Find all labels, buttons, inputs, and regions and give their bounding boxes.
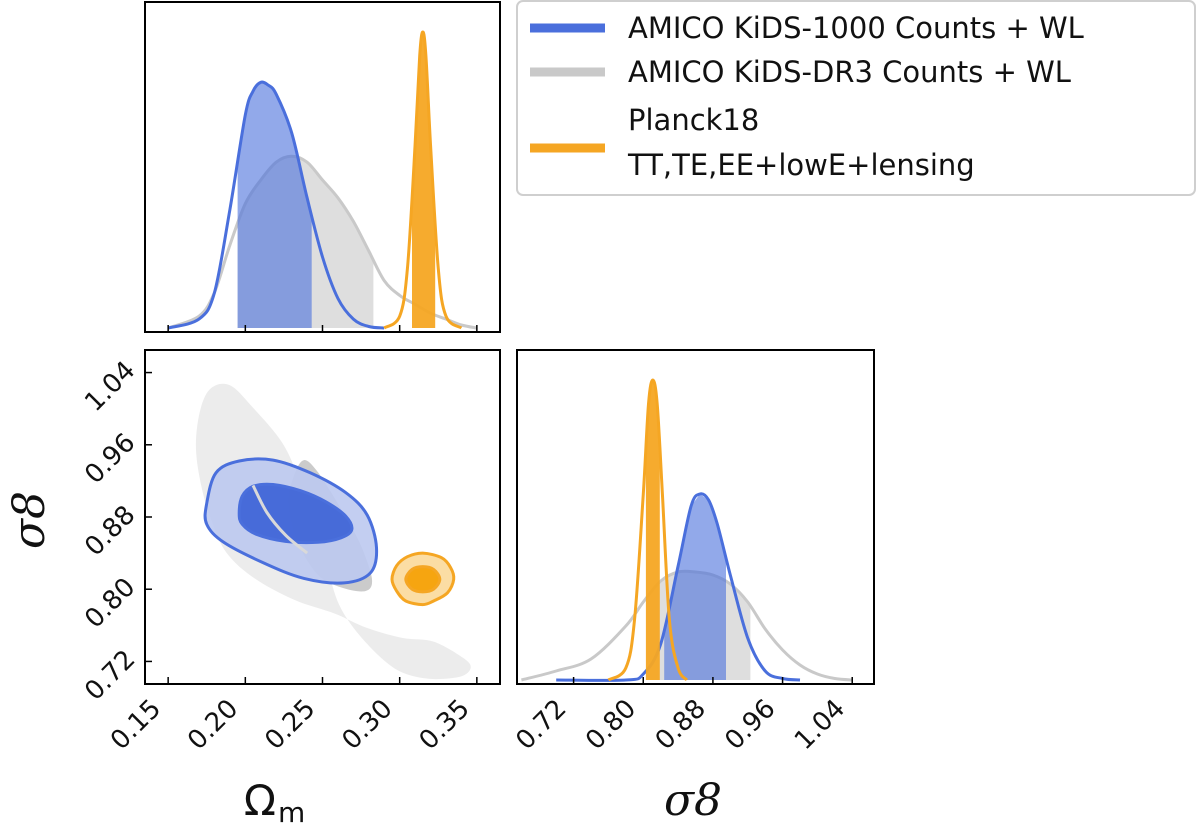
sigma8-x-tick-label: 0.96 [719,694,781,756]
y-axis-label-sigma8: σ8 [4,491,55,549]
omega-m-kids1000-pdf-curve [167,80,385,330]
kidsdr3-ridge-line [251,484,309,555]
contour-kidsdr3-95 [195,383,471,680]
sigma8-y-tick-label: 0.88 [79,500,141,562]
omega-m-x-tick-label: 0.35 [414,694,476,756]
sigma8-kids1000-credible-band [664,494,726,680]
legend-label-planck18: Planck18 [628,103,759,137]
contour-planck18-68 [404,565,442,594]
omega-m-marginal-panel [144,1,501,333]
sigma8-y-tick-label: 0.96 [79,428,141,490]
sigma8-kids1000-pdf-curve [556,492,801,682]
sigma8-planck18-credible-band [645,380,660,680]
sigma8-marginal-panel: 0.72 0.80 0.88 0.96 1.04 [510,349,875,756]
legend-label-kidsdr3: AMICO KiDS-DR3 Counts + WL [628,55,1071,89]
sigma8-x-tick-label: 0.88 [650,694,712,756]
omega-m-sigma8-contour-panel: 0.15 0.20 0.25 0.30 0.35 0.72 0.80 0.88 0.96 1.04 [79,349,501,756]
sigma8-planck18-pdf-curve [607,378,688,682]
omega-m-x-tick-label: 0.15 [105,694,167,756]
sigma8-x-tick-label: 1.04 [789,694,851,756]
legend-label-planck18-line2: TT,TE,EE+lowE+lensing [627,148,975,182]
omega-m-x-tick-label: 0.20 [182,694,244,756]
sigma8-x-tick-label: 0.72 [510,694,572,756]
sigma8-y-tick-label: 1.04 [79,356,141,418]
legend-label-kids1000: AMICO KiDS-1000 Counts + WL [628,11,1084,45]
legend-frame [516,0,1196,196]
omega-m-x-tick-label: 0.25 [259,694,321,756]
sigma8-x-tick-label: 0.80 [580,694,642,756]
omega-m-label-sub: m [278,796,305,828]
x-axis-label-sigma8: σ8 [664,775,722,826]
x-axis-label-omega-m: Ω m [244,776,305,828]
omega-m-x-tick-label: 0.30 [336,694,398,756]
sigma8-y-tick-label: 0.72 [79,644,141,706]
sigma8-y-tick-label: 0.80 [79,572,141,634]
omega-m-planck18-pdf-curve [383,30,463,330]
omega-m-kids1000-credible-band [237,82,312,328]
legend: AMICO KiDS-1000 Counts + WL AMICO KiDS-DR… [516,0,1196,196]
sigma8-marginal-frame [516,349,875,685]
omega-m-label-main: Ω [244,776,276,825]
